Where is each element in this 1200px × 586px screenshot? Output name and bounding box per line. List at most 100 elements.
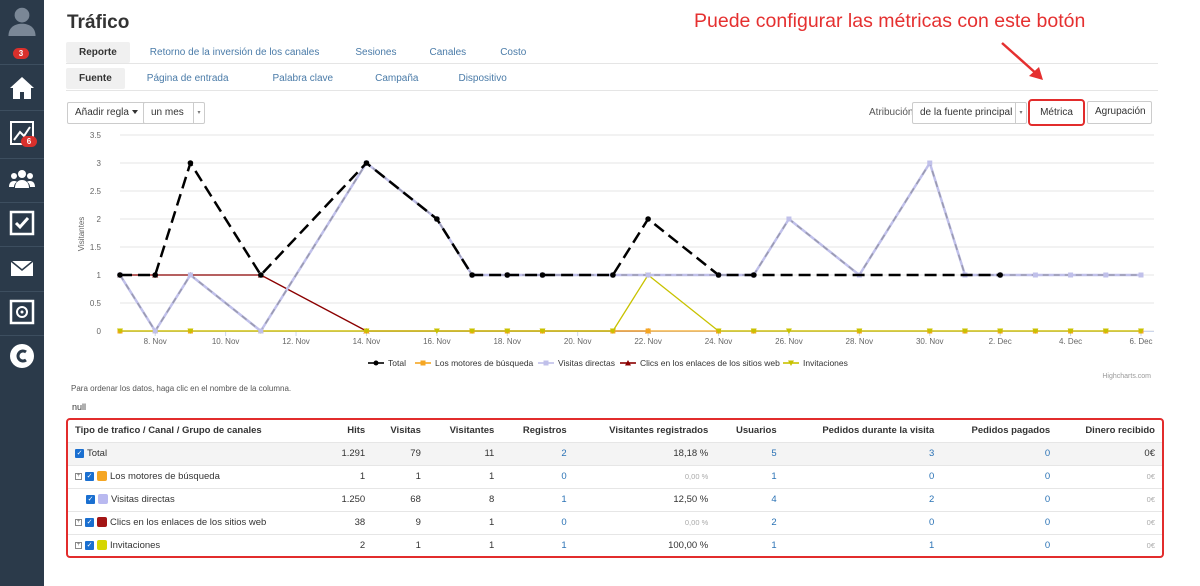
tab-canales[interactable]: Canales	[429, 47, 467, 58]
data-point	[1067, 328, 1074, 334]
data-point	[504, 328, 511, 334]
cell-regvis: 18,18 %	[573, 442, 716, 466]
column-header[interactable]: Visitas	[372, 420, 428, 443]
cell-regs[interactable]: 0	[501, 465, 574, 489]
notification-badge: 3	[13, 48, 29, 59]
chat-logo-icon[interactable]	[0, 343, 44, 369]
tab-reporte[interactable]: Reporte	[66, 42, 130, 63]
data-point	[750, 328, 757, 334]
cell-hits: 2	[324, 534, 373, 556]
period-select[interactable]: un mes ▾	[143, 102, 205, 124]
channel-icon	[97, 540, 107, 551]
metric-button[interactable]: Métrica	[1028, 99, 1085, 126]
cell-paid[interactable]: 0	[941, 465, 1058, 489]
data-point	[363, 160, 370, 166]
add-rule-button[interactable]: Añadir regla	[67, 102, 146, 124]
cell-visits: 1	[372, 465, 428, 489]
legend-label: Clics en los enlaces de los sitios web	[640, 358, 780, 368]
cell-users[interactable]: 5	[715, 442, 784, 466]
column-header[interactable]: Visitantes	[427, 420, 502, 443]
checkbox-icon[interactable]: ✓	[85, 517, 94, 527]
checkbox-icon[interactable]: ✓	[75, 448, 84, 458]
home-icon[interactable]	[0, 75, 44, 101]
cell-paid[interactable]: 0	[941, 442, 1058, 466]
user-avatar-icon[interactable]	[0, 4, 44, 36]
cell-paid[interactable]: 0	[941, 511, 1058, 535]
data-point	[1032, 328, 1039, 334]
column-header[interactable]: Dinero recibido	[1057, 420, 1162, 443]
tab-dispositivo[interactable]: Dispositivo	[458, 73, 507, 84]
row-channel-cell: + ✓ Los motores de búsqueda	[68, 465, 325, 489]
data-point	[927, 160, 933, 166]
legend-marker	[420, 360, 426, 366]
mail-icon[interactable]	[0, 255, 44, 281]
y-tick-label: 2.5	[90, 187, 102, 196]
cell-users[interactable]: 1	[715, 465, 784, 489]
cell-hits: 1.291	[324, 442, 373, 466]
tab-pagina-entrada[interactable]: Página de entrada	[146, 73, 229, 84]
column-header[interactable]: Pedidos pagados	[941, 420, 1058, 443]
data-point	[1068, 272, 1074, 278]
attribution-select[interactable]: de la fuente principal ▾	[912, 102, 1027, 124]
cell-money: 0€	[1057, 488, 1162, 512]
data-point	[187, 328, 194, 334]
cell-orders[interactable]: 0	[783, 465, 942, 489]
select-arrow-icon: ▾	[1015, 103, 1026, 123]
tab-fuente[interactable]: Fuente	[66, 68, 125, 89]
x-tick-label: 14. Nov	[353, 337, 381, 346]
tab-sesiones[interactable]: Sesiones	[355, 47, 397, 58]
data-point	[469, 272, 475, 278]
column-header[interactable]: Tipo de trafico / Canal / Grupo de canal…	[68, 420, 325, 443]
cell-orders[interactable]: 3	[783, 442, 942, 466]
column-header[interactable]: Pedidos durante la visita	[783, 420, 942, 443]
row-channel-cell: ✓ Total	[68, 442, 325, 466]
expand-icon[interactable]: +	[75, 541, 82, 549]
row-channel-name: Visitas directas	[111, 494, 175, 505]
expand-icon[interactable]: +	[75, 518, 82, 526]
tab-roi[interactable]: Retorno de la inversión de los canales	[149, 47, 320, 58]
tab-palabra-clave[interactable]: Palabra clave	[272, 73, 334, 84]
channel-icon	[98, 494, 108, 505]
period-value: un mes	[151, 107, 184, 118]
data-point	[363, 328, 370, 334]
cell-users[interactable]: 4	[715, 488, 784, 512]
users-icon[interactable]	[0, 166, 44, 192]
tab-costo[interactable]: Costo	[500, 47, 527, 58]
cell-regs[interactable]: 1	[501, 534, 574, 556]
cell-paid[interactable]: 0	[941, 534, 1058, 556]
checkbox-icon[interactable]: ✓	[85, 540, 94, 550]
x-tick-label: 28. Nov	[846, 337, 874, 346]
x-tick-label: 18. Nov	[493, 337, 521, 346]
column-header[interactable]: Usuarios	[715, 420, 784, 443]
expand-icon[interactable]: +	[75, 472, 82, 480]
cell-orders[interactable]: 0	[783, 511, 942, 535]
tab-campana[interactable]: Campaña	[375, 73, 419, 84]
safe-icon[interactable]	[0, 299, 44, 325]
checkbox-icon[interactable]: ✓	[86, 494, 95, 504]
cell-regs[interactable]: 0	[501, 511, 574, 535]
checkbox-icon[interactable]: ✓	[85, 471, 94, 481]
data-point	[856, 328, 863, 334]
tasks-icon[interactable]	[0, 210, 44, 236]
data-point	[609, 328, 616, 334]
cell-regs[interactable]: 1	[501, 488, 574, 512]
cell-orders[interactable]: 1	[783, 534, 942, 556]
page-title: Tráfico	[67, 12, 130, 33]
cell-paid[interactable]: 0	[941, 488, 1058, 512]
column-header[interactable]: Registros	[501, 420, 574, 443]
row-channel-name: Total	[87, 448, 108, 459]
cell-users[interactable]: 2	[715, 511, 784, 535]
cell-orders[interactable]: 2	[783, 488, 942, 512]
grouping-button[interactable]: Agrupación	[1087, 101, 1152, 124]
data-point	[1138, 328, 1144, 334]
cell-regvis: 0,00 %	[573, 511, 716, 535]
data-point	[786, 216, 792, 222]
cell-users[interactable]: 1	[715, 534, 784, 556]
column-header[interactable]: Visitantes registrados	[573, 420, 716, 443]
channel-icon	[97, 471, 107, 482]
sort-hint: Para ordenar los datos, haga clic en el …	[71, 384, 292, 393]
legend-marker	[625, 360, 631, 366]
column-header[interactable]: Hits	[324, 420, 373, 443]
legend-marker	[373, 360, 379, 366]
cell-regs[interactable]: 2	[501, 442, 574, 466]
